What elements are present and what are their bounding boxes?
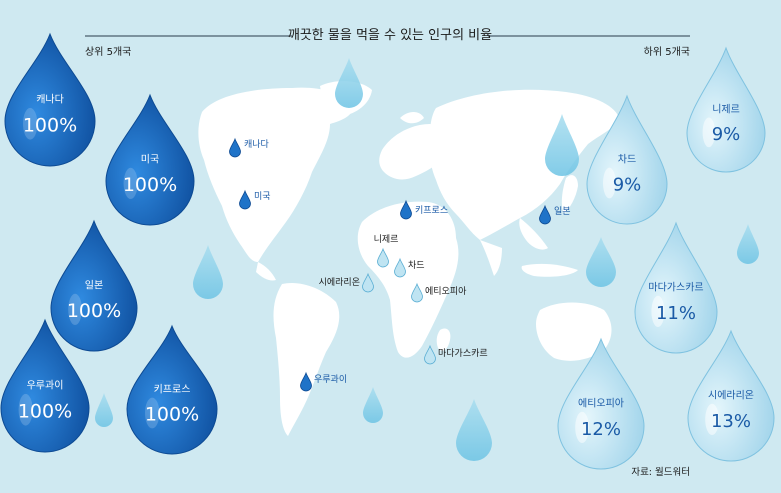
map-marker: 마다가스카르 [424,344,488,365]
map-marker-label: 니제르 [374,234,399,245]
decorative-drop [363,387,383,423]
drop-highlight [23,107,38,140]
decorative-drop [737,224,759,264]
drop-value-label: 12% [581,419,621,440]
map-marker-drop [394,257,406,278]
bottom-group-label: 하위 5개국 [644,45,690,58]
map-marker-drop [411,282,423,303]
drop-value-label: 13% [711,411,751,432]
drop-country-label: 마다가스카르 [648,282,703,294]
decorative-drop [193,245,223,299]
drop-country-label: 일본 [85,280,103,292]
value-drop-top-2: 미국 100% [105,93,195,226]
drop-shape [126,324,218,455]
map-marker-label: 시에라리온 [319,277,360,288]
drop-country-label: 시에라리온 [708,390,754,402]
drop-value-label: 100% [67,300,121,322]
drop-highlight [145,397,160,429]
map-marker: 니제르 [374,234,399,268]
drop-value-label: 11% [656,303,696,324]
decorative-drops [95,58,759,461]
map-marker: 캐나다 [229,137,270,158]
value-drop-bottom-1: 차드 9% [586,94,668,225]
drop-shape [0,318,90,453]
drop-highlight [68,293,82,325]
value-drop-bottom-4: 에티오피아 12% [557,337,645,470]
decorative-drop [586,237,616,287]
map-marker-drop [300,371,312,392]
drop-value-label: 100% [23,115,77,137]
map-marker: 키프로스 [400,199,448,220]
value-drop-bottom-5: 시에라리온 13% [687,329,775,462]
decorative-drop [545,114,579,176]
drop-highlight [702,117,716,148]
map-marker-label: 우루과이 [314,374,347,385]
drop-value-label: 100% [18,401,72,423]
drop-shape [50,219,138,352]
drop-value-label: 100% [123,174,177,196]
value-drop-top-3: 일본 100% [50,219,138,352]
map-marker: 에티오피아 [411,282,467,303]
value-drop-bottom-2: 니제르 9% [686,46,766,173]
decorative-drop [335,58,363,108]
drop-country-label: 키프로스 [154,384,191,396]
drop-shape [4,32,96,167]
drop-value-label: 100% [145,404,199,426]
chart-title: 깨끗한 물을 먹을 수 있는 인구의 비율 [288,28,492,43]
drop-highlight [18,393,33,426]
map-marker-drop [377,247,389,268]
drop-country-label: 에티오피아 [578,398,624,410]
map-marker-label: 키프로스 [415,205,448,216]
drop-country-label: 차드 [618,154,636,166]
drop-country-label: 미국 [141,154,159,166]
drop-shape [105,93,195,226]
source-note: 자료: 월드워터 [631,466,690,478]
map-marker-drop [362,272,374,293]
value-drops: 캐나다100%미국100%일본100%우루과이100%키프로스100%차드9%니… [0,32,775,470]
drop-highlight [705,403,719,435]
map-marker-drop [400,199,412,220]
drop-highlight [123,167,138,199]
drop-highlight [651,295,665,327]
map-marker-label: 미국 [254,191,271,202]
value-drop-top-5: 키프로스 100% [126,324,218,455]
drop-value-label: 9% [712,124,741,145]
map-marker-label: 캐나다 [244,139,270,150]
decorative-drop [95,393,113,427]
decorative-drop [456,399,492,461]
map-marker: 미국 [239,189,271,210]
drop-value-label: 9% [613,175,642,196]
top-group-label: 상위 5개국 [85,45,131,58]
map-marker-drop [239,189,251,210]
map-marker: 일본 [539,204,571,225]
drop-country-label: 니제르 [712,103,740,115]
map-marker: 차드 [394,257,425,278]
map-marker-label: 마다가스카르 [438,348,488,359]
world-map [198,81,620,436]
map-marker-drop [539,204,551,225]
map-marker: 시에라리온 [319,272,374,293]
map-marker-label: 일본 [554,206,571,217]
map-marker-label: 차드 [408,259,425,271]
map-marker-drop [424,344,436,365]
drop-highlight [603,167,616,199]
drop-highlight [575,411,589,443]
map-marker-drop [229,137,241,158]
map-marker-label: 에티오피아 [425,286,467,297]
value-drop-top-1: 캐나다 100% [4,32,96,167]
value-drop-top-4: 우루과이 100% [0,318,90,453]
map-marker: 우루과이 [300,371,347,392]
drop-country-label: 우루과이 [27,380,64,392]
drop-country-label: 캐나다 [36,94,64,106]
value-drop-bottom-3: 마다가스카르 11% [634,221,718,354]
